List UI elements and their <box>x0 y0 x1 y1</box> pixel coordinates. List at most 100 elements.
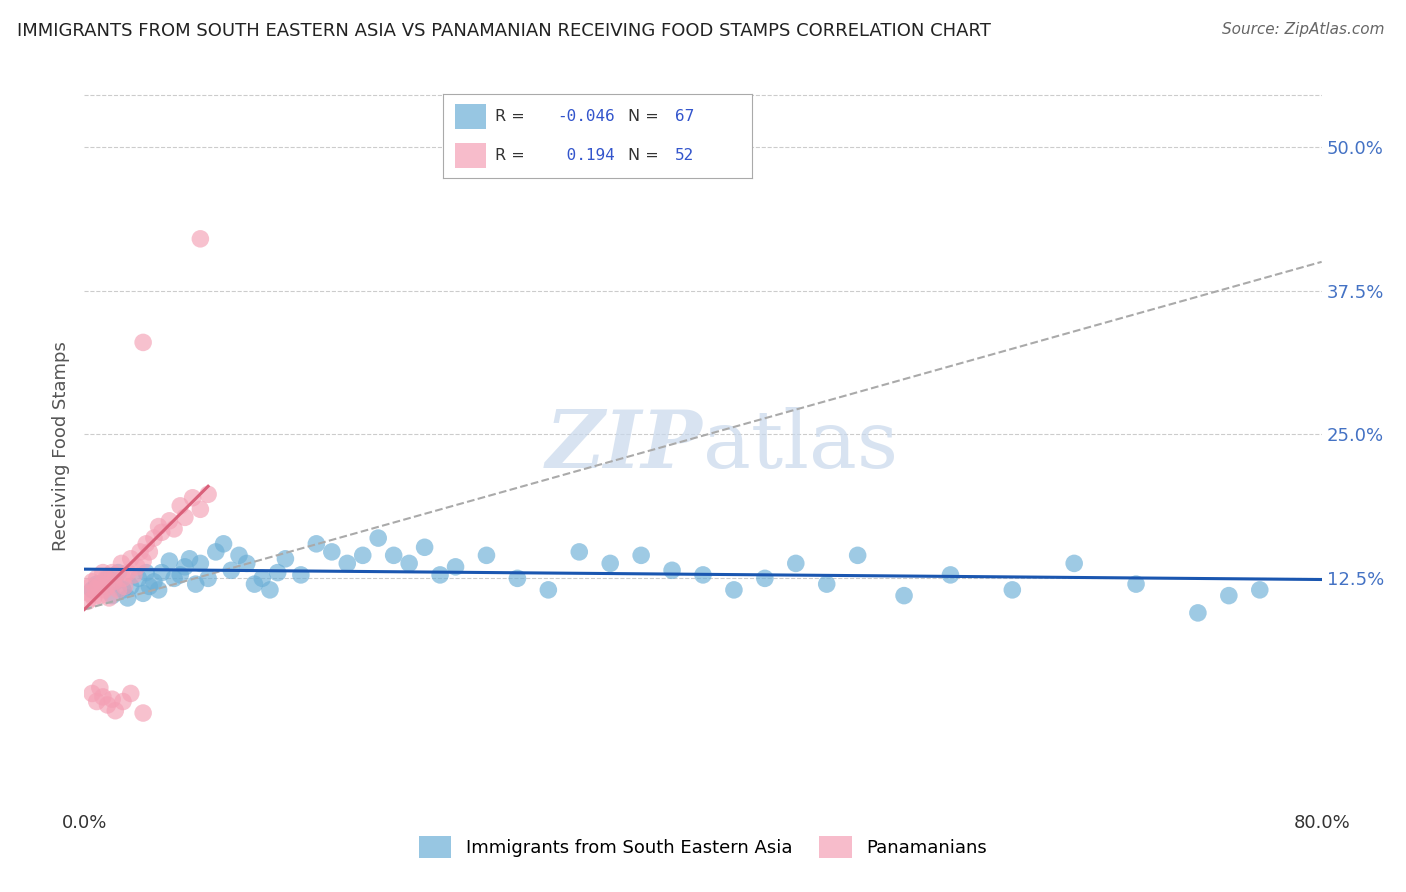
Point <box>815 577 838 591</box>
Point <box>112 694 135 708</box>
Point <box>103 574 125 589</box>
Point <box>101 566 124 580</box>
Point <box>107 582 129 597</box>
Point <box>163 571 186 585</box>
Point <box>212 537 235 551</box>
Point <box>939 568 962 582</box>
Point <box>413 541 436 555</box>
Point <box>98 591 121 605</box>
Point <box>599 557 621 571</box>
Point <box>125 559 148 574</box>
Point <box>93 582 115 597</box>
Point <box>91 690 114 704</box>
Point <box>188 502 211 516</box>
Point <box>132 335 155 350</box>
Point <box>135 566 157 580</box>
Point <box>352 549 374 563</box>
Text: Source: ZipAtlas.com: Source: ZipAtlas.com <box>1222 22 1385 37</box>
Point <box>163 522 186 536</box>
Point <box>122 568 145 582</box>
Point <box>150 525 173 540</box>
Point <box>89 681 111 695</box>
Point <box>132 554 155 568</box>
Point <box>91 579 114 593</box>
Text: 0.194: 0.194 <box>557 148 614 163</box>
Point <box>692 568 714 582</box>
Point <box>159 514 180 528</box>
Point <box>114 579 136 593</box>
Point <box>76 594 98 608</box>
Point <box>444 559 467 574</box>
Point <box>305 537 328 551</box>
Point <box>107 566 129 580</box>
Point <box>143 531 166 545</box>
Point <box>120 686 142 700</box>
Text: -0.046: -0.046 <box>557 109 614 124</box>
Text: N =: N = <box>628 109 659 124</box>
Point <box>382 549 405 563</box>
Point <box>82 686 104 700</box>
Point <box>1187 606 1209 620</box>
Point <box>429 568 451 582</box>
Point <box>219 563 242 577</box>
Point <box>86 571 108 585</box>
Point <box>112 571 135 585</box>
Point <box>90 577 112 591</box>
Point <box>132 706 155 720</box>
Point <box>86 577 108 591</box>
Point <box>367 531 389 545</box>
Bar <box>456 143 486 169</box>
Point <box>138 545 160 559</box>
Point <box>785 557 807 571</box>
Point <box>104 568 127 582</box>
Point <box>159 554 180 568</box>
Point <box>250 571 273 585</box>
Point <box>243 577 266 591</box>
Point <box>274 551 297 566</box>
Point <box>91 566 114 580</box>
Legend: Immigrants from South Eastern Asia, Panamanians: Immigrants from South Eastern Asia, Pana… <box>412 829 994 865</box>
Point <box>1125 577 1147 591</box>
Text: ZIP: ZIP <box>546 408 703 484</box>
Point <box>96 571 118 585</box>
Point <box>96 698 118 712</box>
Point <box>77 586 100 600</box>
Bar <box>456 103 486 129</box>
Point <box>184 577 207 591</box>
Point <box>89 589 111 603</box>
Point <box>267 566 290 580</box>
Point <box>235 557 259 571</box>
Point <box>661 563 683 577</box>
Point <box>169 499 191 513</box>
Point <box>398 557 420 571</box>
Point <box>169 568 191 582</box>
Point <box>110 557 132 571</box>
Text: R =: R = <box>495 109 526 124</box>
Point <box>321 545 343 559</box>
Point <box>475 549 498 563</box>
Point <box>82 582 104 597</box>
Point <box>174 559 197 574</box>
Point <box>101 589 124 603</box>
Text: atlas: atlas <box>703 407 898 485</box>
Point <box>181 491 204 505</box>
Point <box>754 571 776 585</box>
Point <box>150 566 173 580</box>
Point <box>506 571 529 585</box>
Point <box>188 232 211 246</box>
Point <box>290 568 312 582</box>
Point <box>138 579 160 593</box>
Point <box>94 571 117 585</box>
Text: R =: R = <box>495 148 526 163</box>
Point <box>630 549 652 563</box>
Point <box>893 589 915 603</box>
Point <box>84 582 107 597</box>
Text: 52: 52 <box>675 148 695 163</box>
Point <box>723 582 745 597</box>
Point <box>1249 582 1271 597</box>
Point <box>112 582 135 597</box>
Point <box>132 586 155 600</box>
Point <box>86 694 108 708</box>
Point <box>568 545 591 559</box>
Point <box>104 574 127 589</box>
